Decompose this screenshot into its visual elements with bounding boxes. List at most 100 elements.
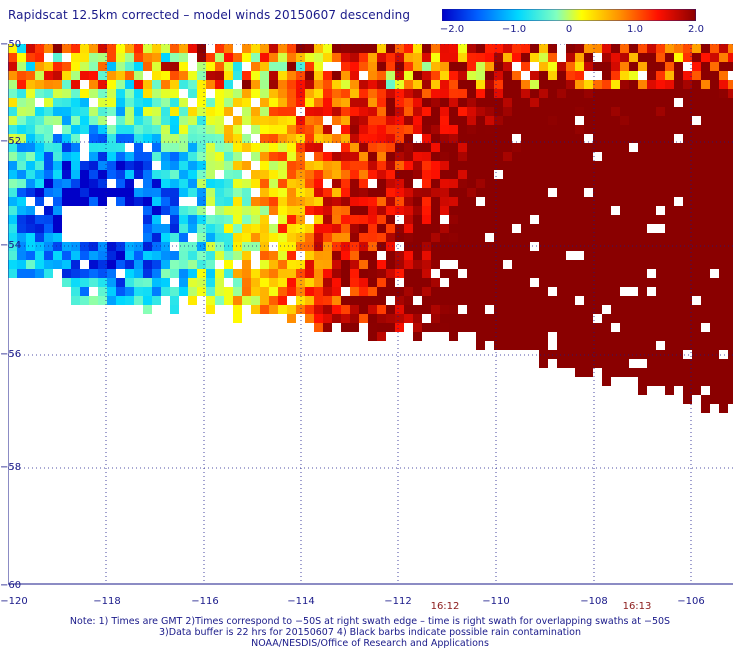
wind-difference-cell <box>278 62 287 71</box>
wind-difference-cell <box>521 53 530 62</box>
wind-difference-cell <box>575 368 584 377</box>
wind-difference-cell <box>620 242 629 251</box>
wind-difference-cell <box>278 80 287 89</box>
wind-difference-cell <box>17 206 26 215</box>
wind-difference-cell <box>467 278 476 287</box>
wind-difference-cell <box>719 314 728 323</box>
wind-difference-cell <box>404 296 413 305</box>
wind-difference-cell <box>125 269 134 278</box>
wind-difference-cell <box>323 89 332 98</box>
wind-difference-cell <box>242 242 251 251</box>
wind-difference-cell <box>566 179 575 188</box>
wind-difference-cell <box>332 80 341 89</box>
wind-difference-cell <box>341 53 350 62</box>
wind-difference-cell <box>395 53 404 62</box>
wind-difference-cell <box>377 125 386 134</box>
wind-difference-cell <box>314 53 323 62</box>
wind-difference-cell <box>710 170 719 179</box>
wind-difference-cell <box>125 278 134 287</box>
wind-difference-cell <box>179 152 188 161</box>
wind-difference-cell <box>503 233 512 242</box>
wind-difference-cell <box>98 188 107 197</box>
wind-difference-cell <box>143 134 152 143</box>
wind-difference-cell <box>53 233 62 242</box>
wind-difference-cell <box>521 197 530 206</box>
wind-difference-cell <box>674 152 683 161</box>
wind-difference-cell <box>647 71 656 80</box>
wind-difference-cell <box>710 341 719 350</box>
wind-difference-cell <box>17 134 26 143</box>
wind-difference-cell <box>314 197 323 206</box>
wind-difference-cell <box>287 62 296 71</box>
wind-difference-cell <box>512 179 521 188</box>
wind-difference-cell <box>674 224 683 233</box>
wind-difference-cell <box>548 233 557 242</box>
wind-difference-cell <box>584 305 593 314</box>
wind-difference-cell <box>386 278 395 287</box>
wind-difference-cell <box>98 287 107 296</box>
wind-difference-cell <box>179 179 188 188</box>
wind-difference-cell <box>710 89 719 98</box>
wind-difference-cell <box>593 89 602 98</box>
wind-difference-cell <box>638 278 647 287</box>
wind-difference-cell <box>377 170 386 179</box>
wind-difference-cell <box>512 170 521 179</box>
wind-difference-cell <box>539 206 548 215</box>
wind-difference-cell <box>206 188 215 197</box>
wind-difference-cell <box>611 287 620 296</box>
wind-difference-cell <box>584 179 593 188</box>
wind-difference-cell <box>89 152 98 161</box>
wind-difference-cell <box>341 125 350 134</box>
wind-difference-cell <box>278 170 287 179</box>
wind-difference-cell <box>260 107 269 116</box>
wind-difference-cell <box>539 269 548 278</box>
wind-difference-cell <box>116 89 125 98</box>
wind-difference-cell <box>8 62 17 71</box>
wind-difference-cell <box>287 44 296 53</box>
wind-difference-cell <box>683 314 692 323</box>
wind-difference-cell <box>611 134 620 143</box>
wind-difference-cell <box>422 134 431 143</box>
wind-difference-cell <box>602 242 611 251</box>
wind-difference-cell <box>305 107 314 116</box>
wind-difference-cell <box>701 179 710 188</box>
wind-difference-cell <box>359 143 368 152</box>
wind-difference-cell <box>188 269 197 278</box>
wind-difference-cell <box>305 98 314 107</box>
wind-difference-cell <box>539 278 548 287</box>
wind-difference-cell <box>125 107 134 116</box>
wind-difference-cell <box>413 215 422 224</box>
wind-difference-cell <box>683 260 692 269</box>
wind-difference-cell <box>593 188 602 197</box>
wind-difference-cell <box>242 206 251 215</box>
wind-difference-cell <box>467 314 476 323</box>
wind-difference-cell <box>530 98 539 107</box>
wind-difference-cell <box>431 260 440 269</box>
wind-difference-cell <box>566 341 575 350</box>
wind-difference-cell <box>98 242 107 251</box>
wind-difference-cell <box>611 143 620 152</box>
wind-difference-cell <box>494 152 503 161</box>
wind-difference-cell <box>116 251 125 260</box>
wind-difference-cell <box>467 251 476 260</box>
wind-difference-cell <box>35 188 44 197</box>
wind-difference-cell <box>647 188 656 197</box>
wind-difference-cell <box>440 89 449 98</box>
wind-difference-cell <box>683 341 692 350</box>
wind-difference-cell <box>260 224 269 233</box>
wind-difference-cell <box>134 170 143 179</box>
wind-difference-cell <box>44 188 53 197</box>
wind-difference-cell <box>611 296 620 305</box>
wind-difference-cell <box>638 305 647 314</box>
wind-difference-cell <box>62 242 71 251</box>
wind-difference-cell <box>53 170 62 179</box>
wind-difference-cell <box>719 359 728 368</box>
wind-difference-cell <box>728 224 737 233</box>
wind-difference-cell <box>17 242 26 251</box>
wind-difference-cell <box>602 332 611 341</box>
wind-difference-cell <box>107 251 116 260</box>
wind-difference-cell <box>440 134 449 143</box>
wind-difference-cell <box>413 242 422 251</box>
wind-difference-cell <box>647 125 656 134</box>
wind-difference-cell <box>233 179 242 188</box>
